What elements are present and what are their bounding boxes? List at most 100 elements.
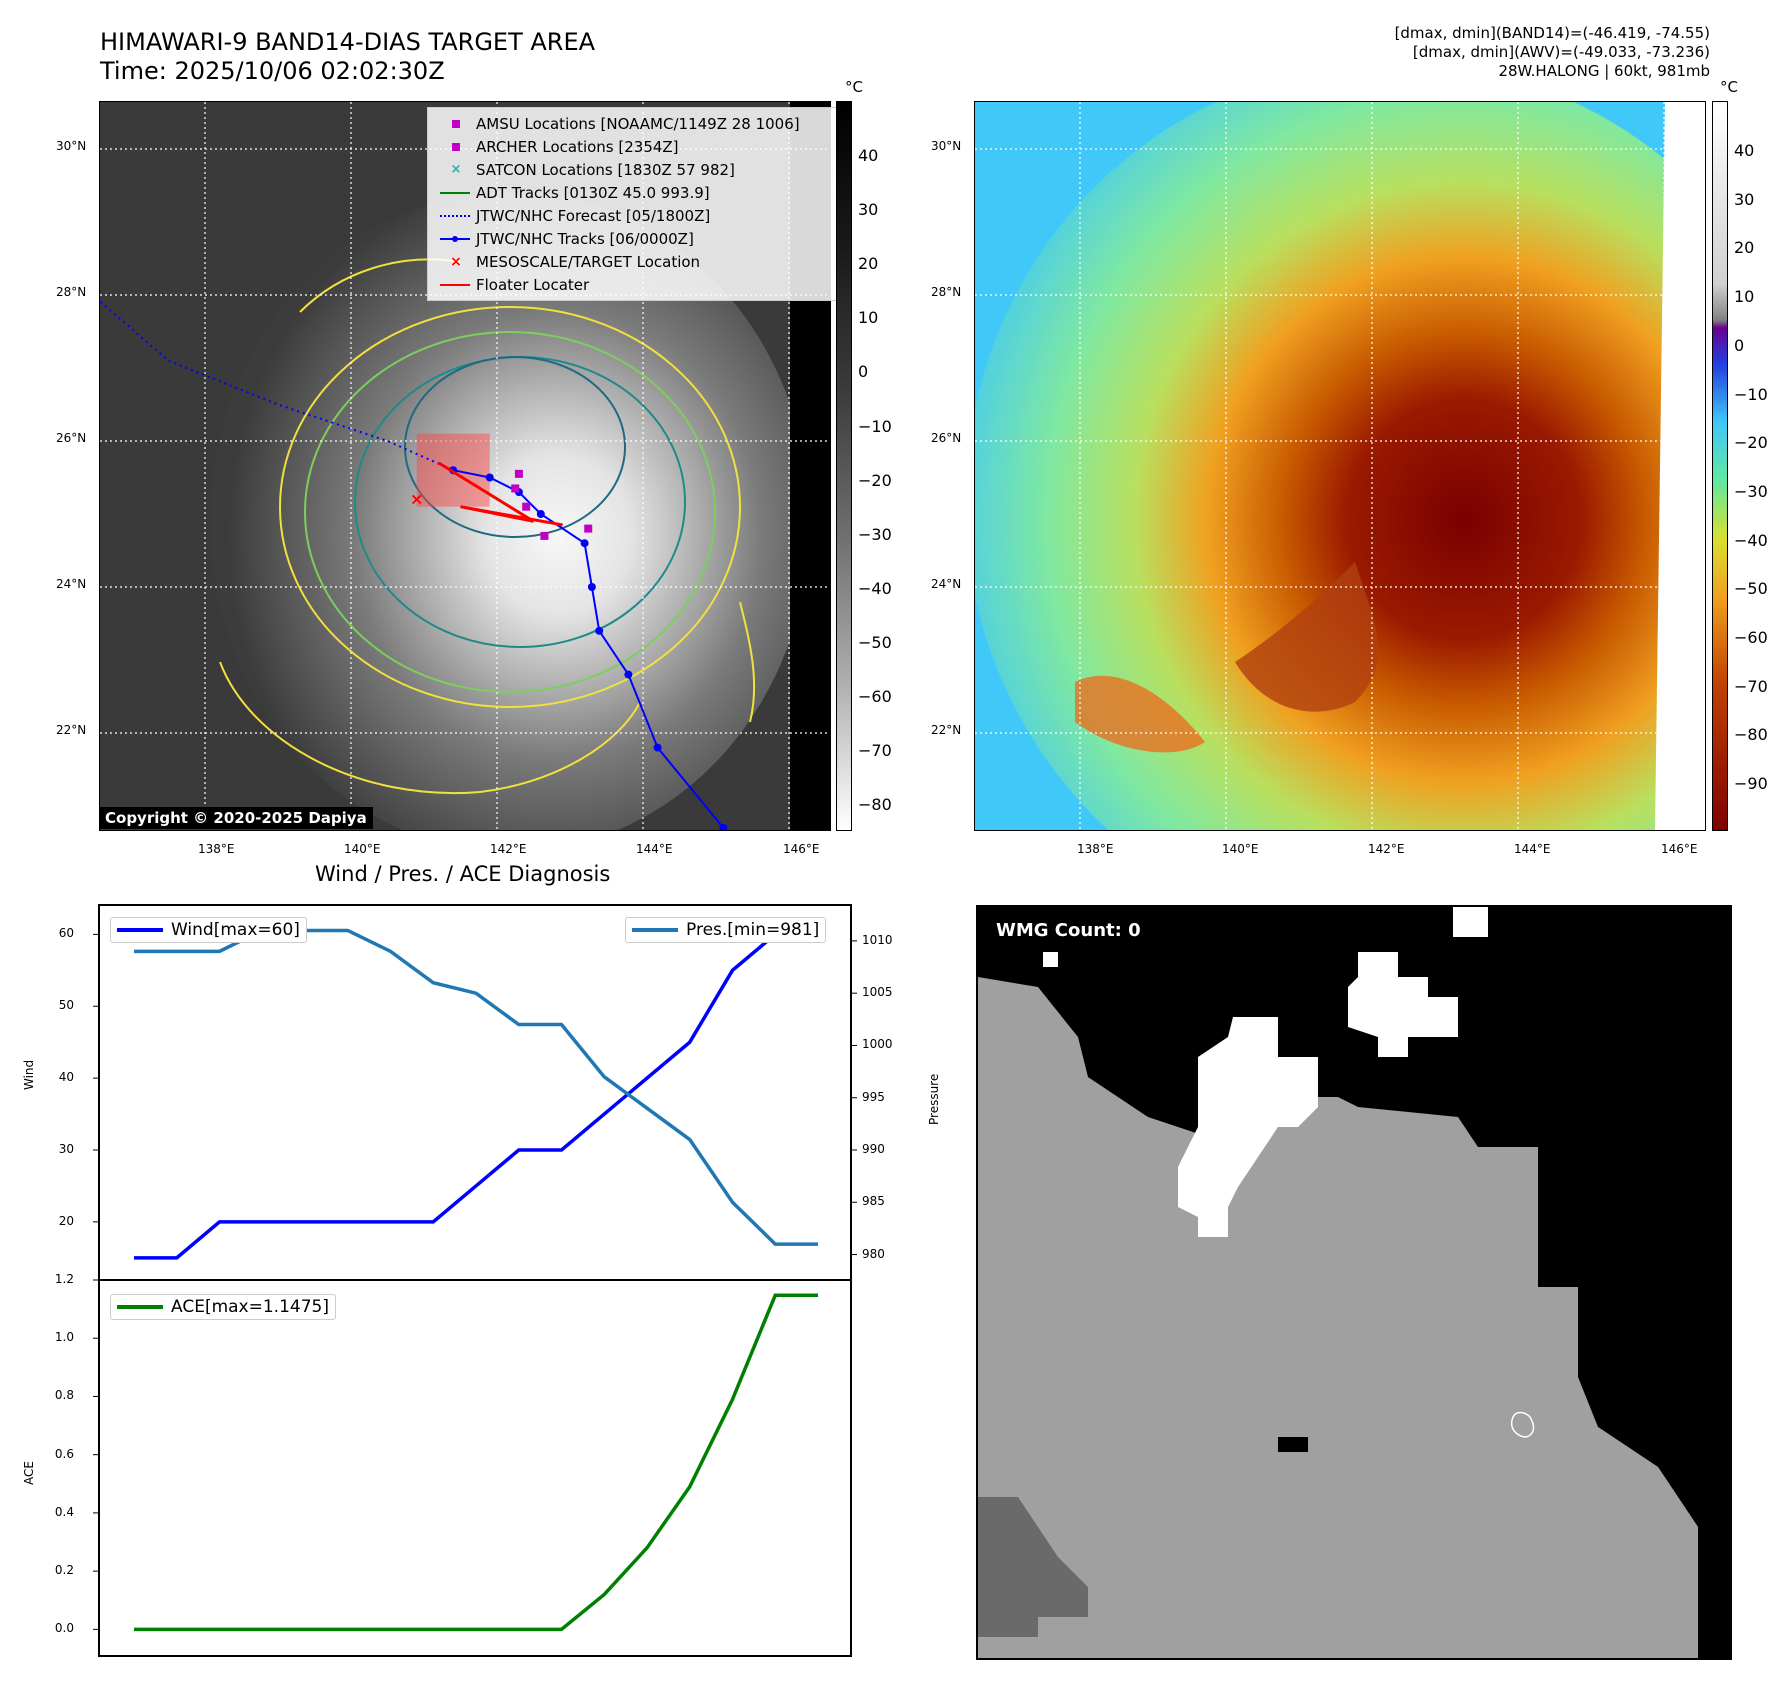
wmg-white-region-1 (1178, 1017, 1318, 1237)
wind-tick-label: 40 (58, 1070, 74, 1085)
colorbar-tick: 0 (1734, 335, 1745, 355)
track-point (536, 510, 545, 518)
colorbar-tick: −70 (858, 741, 892, 761)
wind-pres-axes (98, 904, 852, 1281)
colorbar-tick: 30 (858, 200, 879, 220)
wmg-dark-gray-region (978, 1497, 1088, 1637)
colorbar-tick: −20 (858, 470, 892, 490)
awv-map-panel (974, 101, 1706, 831)
awv-lat-label-22: 22°N (931, 723, 962, 737)
track-point (587, 583, 596, 591)
legend-item-target: × MESOSCALE/TARGET Location (450, 252, 701, 271)
awv-lat-label-24: 24°N (931, 577, 962, 591)
colorbar-tick: −80 (1734, 725, 1768, 745)
colorbar-tick: 0 (858, 362, 869, 382)
target-x-marker: × (410, 489, 423, 508)
amsu-marker (522, 502, 531, 511)
ir-track-overlay: × (100, 300, 728, 830)
chart-title: HIMAWARI-9 BAND14-DIAS TARGET AREA (100, 28, 596, 56)
ir-cloud-mass (210, 192, 810, 830)
ace-tick-label: 0.2 (54, 1563, 74, 1578)
ace-tick-label: 0.0 (54, 1621, 74, 1636)
wind-line (134, 932, 818, 1260)
wmg-white-region-2 (1348, 952, 1458, 1057)
track-point (719, 823, 728, 830)
ace-tick-label: 0.8 (54, 1388, 74, 1403)
wind-tick-label: 20 (58, 1213, 74, 1228)
ace-tick-label: 1.0 (54, 1330, 74, 1345)
awv-lon-label-142: 142°E (1368, 842, 1405, 856)
track-point (653, 743, 662, 752)
amsu-marker (540, 531, 549, 540)
lon-label-144: 144°E (636, 842, 673, 856)
storm-info: 28W.HALONG | 60kt, 981mb (1498, 62, 1710, 80)
colorbar-tick: −30 (858, 524, 892, 544)
wind-tick-label: 50 (58, 998, 74, 1013)
pressure-tick-label: 1005 (862, 985, 893, 1000)
track-point (624, 670, 633, 679)
ace-tick-label: 1.2 (54, 1272, 74, 1286)
legend-item-tracks: JTWC/NHC Tracks [06/0000Z] (436, 227, 832, 250)
colorbar-tick: −80 (858, 795, 892, 815)
pressure-line (134, 928, 818, 1246)
colorbar-tick: −10 (858, 416, 892, 436)
floater-track (437, 461, 563, 527)
legend-item-archer: ARCHER Locations [2354Z] (436, 135, 832, 158)
track-point (595, 626, 604, 635)
colorbar-tick: −50 (1734, 579, 1768, 599)
legend-wind: Wind[max=60] (110, 917, 307, 943)
awv-cloud-mass (975, 102, 1705, 830)
awv-map (975, 102, 1705, 830)
lat-label-28: 28°N (56, 285, 87, 299)
wind-tick-label: 30 (58, 1142, 74, 1156)
wmg-map (978, 907, 1730, 1658)
awv-lon-label-146: 146°E (1661, 842, 1698, 856)
lat-label-26: 26°N (56, 431, 87, 445)
pressure-tick-label: 985 (862, 1194, 885, 1209)
colorbar-grayscale (836, 101, 852, 831)
colorbar-tick: 10 (858, 308, 879, 328)
wmg-count-label: WMG Count: 0 (986, 916, 1151, 945)
colorbar-awv (1712, 101, 1728, 831)
ace-axis-label: ACE (22, 1461, 36, 1485)
lon-label-138: 138°E (198, 842, 235, 856)
colorbar-tick: 30 (1734, 189, 1755, 209)
awv-lon-label-138: 138°E (1077, 842, 1114, 856)
pressure-tick-label: 995 (862, 1089, 885, 1104)
colorbar-tick: −60 (1734, 628, 1768, 647)
diagnosis-title: Wind / Pres. / ACE Diagnosis (315, 862, 611, 886)
wmg-center-marker (1511, 1411, 1535, 1438)
amsu-marker (584, 524, 593, 533)
wind-axis-label: Wind (22, 1059, 36, 1090)
awv-gridlines (975, 102, 1705, 830)
legend-item-satcon: × SATCON Locations [1830Z 57 982] (450, 160, 735, 179)
colorbar-unit-right: °C (1720, 78, 1738, 96)
legend-pressure: Pres.[min=981] (625, 917, 827, 943)
colorbar-tick: 40 (1734, 141, 1755, 160)
legend-item-floater: Floater Locater (436, 273, 832, 296)
pressure-tick-label: 980 (862, 1246, 885, 1261)
lon-label-142: 142°E (490, 842, 527, 856)
amsu-marker (514, 469, 523, 478)
lat-label-22: 22°N (56, 723, 87, 737)
lat-label-24: 24°N (56, 577, 87, 591)
colorbar-tick: 40 (858, 146, 879, 165)
awv-lat-label-28: 28°N (931, 285, 962, 299)
track-point (580, 539, 589, 548)
ace-line (134, 1293, 818, 1632)
amsu-marker (511, 484, 520, 493)
map-legend: AMSU Locations [NOAAMC/1149Z 28 1006] AR… (427, 107, 841, 301)
colorbar-tick: 10 (1734, 287, 1755, 307)
colorbar-tick: −50 (858, 632, 892, 652)
ace-tick-label: 0.6 (54, 1446, 74, 1461)
colorbar-tick: −40 (1734, 530, 1768, 550)
lon-label-146: 146°E (783, 842, 820, 856)
track-point (485, 473, 494, 482)
colorbar-tick: −70 (1734, 676, 1768, 696)
lat-label-30: 30°N (56, 139, 87, 153)
contour-yellow (279, 306, 741, 708)
lon-label-140: 140°E (344, 842, 381, 856)
awv-range: [dmax, dmin](AWV)=(-49.033, -73.236) (1412, 43, 1710, 61)
copyright-label: Copyright © 2020-2025 Dapiya (99, 807, 373, 829)
ace-axes (98, 1279, 852, 1657)
